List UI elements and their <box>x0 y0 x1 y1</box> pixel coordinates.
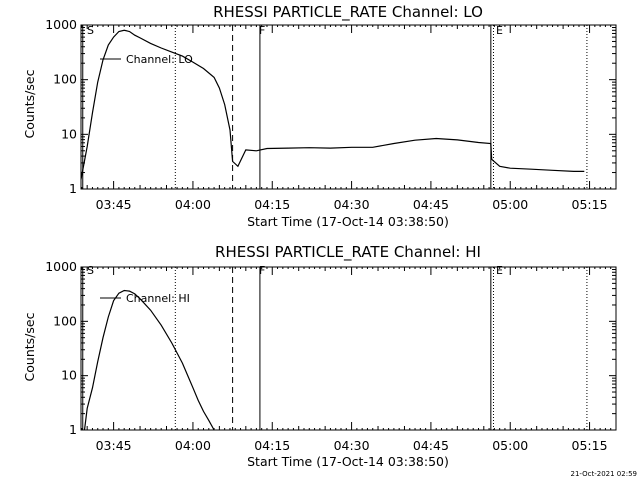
y-tick-label: 100 <box>53 72 77 87</box>
chart-title: RHESSI PARTICLE_RATE Channel: LO <box>213 3 483 22</box>
marker-label: F <box>259 264 265 277</box>
plot-frame <box>80 266 617 431</box>
y-axis-label: Counts/sec <box>22 312 37 381</box>
x-tick-label: 05:00 <box>492 438 528 453</box>
x-tick-label: 04:15 <box>254 438 290 453</box>
y-tick-label: 1000 <box>45 17 77 32</box>
panel-hi: RHESSI PARTICLE_RATE Channel: HI Counts/… <box>22 243 617 469</box>
marker-label: F <box>259 24 265 37</box>
legend-label: Channel: LO <box>126 53 193 66</box>
y-axis-label: Counts/sec <box>22 69 37 138</box>
x-tick-label: 04:15 <box>254 197 290 212</box>
marker-label: S <box>87 264 94 277</box>
x-tick-label: 05:15 <box>572 197 608 212</box>
series-line <box>83 289 215 431</box>
legend-label: Channel: HI <box>126 292 190 305</box>
x-tick-label: 05:00 <box>492 197 528 212</box>
marker-label: E <box>496 264 503 277</box>
panel-lo: RHESSI PARTICLE_RATE Channel: LO Counts/… <box>22 3 617 229</box>
x-tick-label: 05:15 <box>572 438 608 453</box>
x-tick-label: 04:00 <box>175 197 211 212</box>
plot-frame <box>80 24 617 190</box>
x-axis-label: Start Time (17-Oct-14 03:38:50) <box>247 454 449 469</box>
timestamp-footer: 21-Oct-2021 02:59 <box>571 470 637 478</box>
x-tick-label: 04:45 <box>413 438 449 453</box>
y-tick-label: 100 <box>53 313 77 328</box>
series-line <box>80 29 585 180</box>
chart-title: RHESSI PARTICLE_RATE Channel: HI <box>215 243 481 262</box>
marker-label: S <box>87 24 94 37</box>
plot-area: 1 10 100 1000 03:45 04:00 04:15 04:30 04:45 05:00… <box>45 17 617 212</box>
x-tick-label: 04:45 <box>413 197 449 212</box>
x-tick-label: 03:45 <box>96 197 132 212</box>
marker-label: E <box>496 24 503 37</box>
y-tick-label: 1 <box>69 181 77 196</box>
x-tick-label: 04:30 <box>334 438 370 453</box>
y-tick-label: 10 <box>61 126 77 141</box>
plot-area: 1 10 100 1000 03:45 04:00 04:15 04:30 04:45 05:00… <box>45 259 617 453</box>
y-tick-label: 10 <box>61 368 77 383</box>
x-axis-label: Start Time (17-Oct-14 03:38:50) <box>247 214 449 229</box>
x-tick-label: 04:00 <box>175 438 211 453</box>
y-tick-label: 1 <box>69 422 77 437</box>
x-tick-label: 04:30 <box>334 197 370 212</box>
y-tick-label: 1000 <box>45 259 77 274</box>
x-tick-label: 03:45 <box>96 438 132 453</box>
